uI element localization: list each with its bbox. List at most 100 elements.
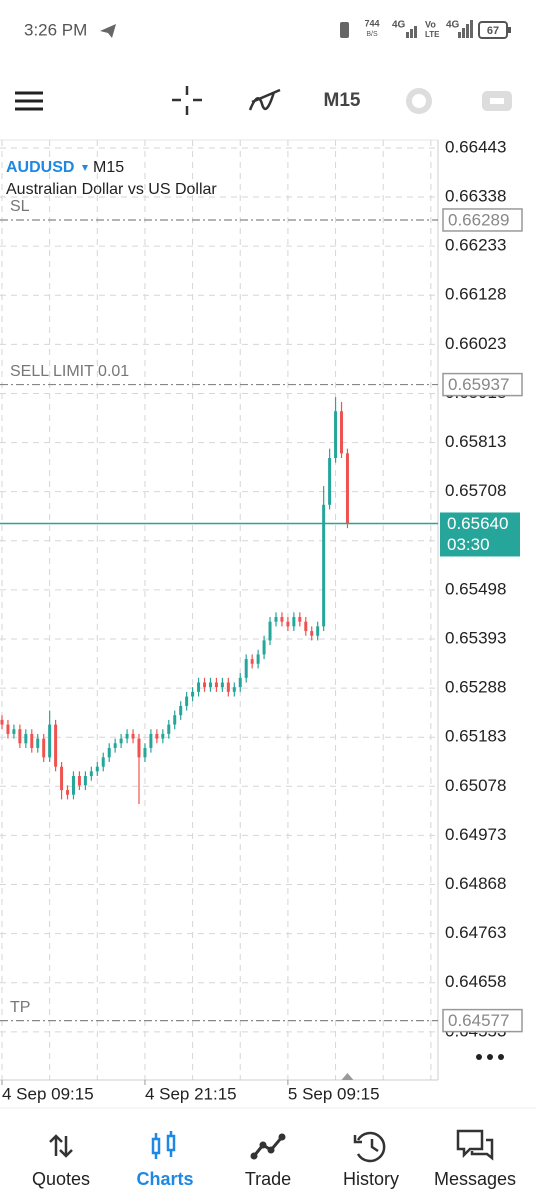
candle-body (310, 631, 314, 636)
candle-body (95, 766, 99, 772)
battery-tip (508, 27, 511, 33)
candle-body (268, 621, 272, 641)
candle-body (119, 738, 123, 744)
candle-body (280, 617, 284, 622)
candle-body (12, 729, 16, 734)
messages-icon (456, 1129, 494, 1161)
candle-body (161, 733, 165, 739)
candle-body (60, 766, 64, 791)
grid (0, 140, 438, 1080)
nav-label[interactable]: Messages (434, 1169, 516, 1189)
one-click-inner (490, 98, 504, 104)
quotes-icon (49, 1134, 73, 1158)
candle-body (334, 411, 338, 459)
more-button[interactable] (476, 1054, 504, 1060)
net-speed: 744 (364, 18, 379, 28)
y-tick-label: 0.64868 (445, 874, 506, 893)
candle-body (18, 729, 22, 744)
candle-body (125, 733, 129, 739)
history-icon (353, 1131, 386, 1163)
candle-body (48, 724, 52, 758)
candle-body (322, 504, 326, 627)
net-speed-unit: B/S (366, 31, 378, 38)
candle-body (256, 654, 260, 664)
vibrate-icon (340, 22, 349, 38)
candle-body (173, 715, 177, 725)
timeframe-button[interactable]: M15 (324, 90, 361, 111)
y-tick-label: 0.66128 (445, 285, 506, 304)
candle-body (340, 411, 344, 454)
nav-label[interactable]: Trade (245, 1169, 291, 1189)
menu-button[interactable] (15, 91, 43, 111)
signal-icon-2 (458, 20, 473, 38)
candle-body (208, 682, 212, 688)
candle-body (250, 659, 254, 664)
level-price: 0.66289 (448, 210, 509, 229)
y-tick-label: 0.66443 (445, 137, 506, 156)
candle-body (143, 747, 147, 758)
y-tick-label: 0.64658 (445, 972, 506, 991)
candle-body (345, 453, 349, 524)
y-tick-label: 0.65288 (445, 678, 506, 697)
candle-body (286, 621, 290, 627)
candle-body (0, 719, 4, 725)
x-tick-label: 4 Sep 09:15 (2, 1084, 94, 1103)
candles (0, 397, 349, 805)
candle-body (101, 757, 105, 767)
level-tag (442, 1008, 523, 1033)
candle-body (42, 738, 46, 758)
candle-body (244, 659, 248, 678)
charts-icon (151, 1131, 176, 1159)
battery (478, 21, 508, 39)
y-tick-label: 0.66023 (445, 334, 506, 353)
nav-label[interactable]: Charts (136, 1169, 193, 1189)
candle-body (107, 747, 111, 758)
candle-body (197, 682, 201, 692)
crosshair-button[interactable] (172, 86, 202, 115)
last-bar-marker (341, 1073, 354, 1080)
volte-top: Vo (425, 19, 436, 29)
symbol-description: Australian Dollar vs US Dollar (6, 181, 217, 198)
y-tick-label: 0.65078 (445, 776, 506, 795)
candle-body (203, 682, 207, 688)
candle-body (232, 687, 236, 692)
y-tick-label: 0.64973 (445, 825, 506, 844)
y-tick-label: 0.65813 (445, 432, 506, 451)
chart-timeframe: M15 (93, 159, 124, 176)
candle-body (179, 705, 183, 716)
y-tick-label: 0.65183 (445, 727, 506, 746)
candle-body (316, 626, 320, 636)
candle-body (71, 776, 75, 795)
candle-body (226, 682, 230, 692)
level-tag (442, 372, 523, 397)
bottom-nav: Quotes Charts Trade History Messages (32, 1169, 516, 1189)
signal-icon (406, 26, 417, 38)
candle-body (328, 458, 332, 505)
candle-body (83, 776, 87, 786)
candle-body (66, 790, 70, 795)
level-price: 0.64577 (448, 1011, 509, 1030)
indicators-button[interactable] (248, 88, 281, 111)
trade-button-inner (412, 94, 426, 108)
levels: SL 0.66289 SELL LIMIT 0.01 0.65937 TP 0.64577… (0, 198, 523, 1080)
candle-body (30, 733, 34, 748)
candle-body (214, 682, 218, 688)
nav-label[interactable]: Quotes (32, 1169, 90, 1189)
trade-icon (252, 1136, 284, 1157)
nav-label[interactable]: History (343, 1169, 399, 1189)
candle-body (24, 733, 28, 744)
bid-price: 0.65640 (447, 514, 508, 533)
candle-body (113, 743, 117, 748)
trade-icon-dots (250, 1133, 286, 1160)
symbol-dropdown[interactable] (82, 165, 88, 171)
network-type: 4G (392, 20, 406, 31)
telegram-icon (100, 24, 116, 38)
y-tick-label: 0.66338 (445, 187, 506, 206)
bid-tag (440, 512, 520, 557)
x-tick-label: 4 Sep 21:15 (145, 1084, 237, 1103)
symbol[interactable]: AUDUSD (6, 159, 74, 176)
level-price: 0.65937 (448, 375, 509, 394)
level-name: TP (10, 999, 30, 1016)
